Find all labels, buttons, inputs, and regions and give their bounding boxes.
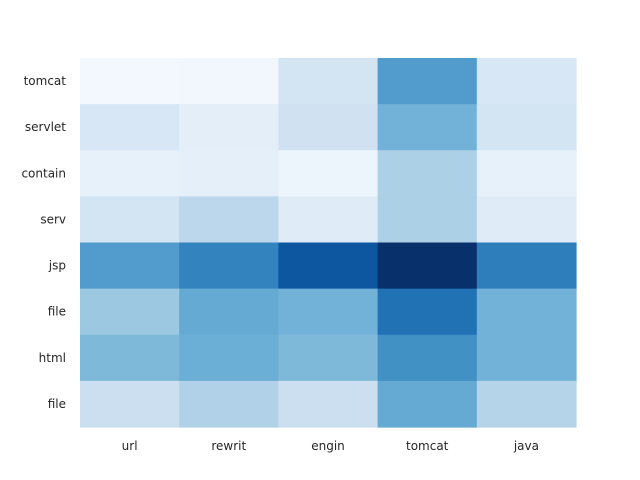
- heatmap-cell: [80, 58, 180, 105]
- heatmap-cell: [476, 288, 577, 336]
- heatmap-cell: [80, 104, 180, 151]
- heatmap-cell: [278, 150, 379, 197]
- heatmap-cell: [377, 150, 478, 197]
- y-tick-label: servlet: [25, 120, 66, 134]
- x-tick-label: tomcat: [406, 439, 449, 453]
- heatmap-cell: [278, 380, 379, 428]
- x-tick-label: java: [513, 439, 539, 453]
- heatmap-cell: [476, 334, 577, 382]
- heatmap-cell: [377, 334, 478, 382]
- heatmap-cell: [80, 196, 180, 244]
- heatmap-cell: [476, 196, 577, 244]
- y-tick-label: html: [39, 351, 66, 365]
- heatmap-cell: [179, 288, 279, 336]
- heatmap-cell: [179, 242, 279, 290]
- heatmap-cell: [377, 58, 478, 105]
- heatmap-cell: [476, 104, 577, 151]
- heatmap-cell: [80, 150, 180, 197]
- y-tick-label: file: [48, 305, 66, 319]
- x-tick-label: url: [122, 439, 138, 453]
- y-tick-label: contain: [21, 166, 66, 180]
- heatmap-cell: [80, 288, 180, 336]
- heatmap-cell: [278, 196, 379, 244]
- heatmap-cell: [377, 104, 478, 151]
- heatmap-cell: [80, 380, 180, 428]
- y-tick-label: tomcat: [24, 74, 67, 88]
- heatmap-cell: [179, 150, 279, 197]
- heatmap-cell: [278, 288, 379, 336]
- heatmap-cell: [179, 196, 279, 244]
- heatmap-cell: [80, 334, 180, 382]
- heatmap-cell: [377, 242, 478, 290]
- y-tick-label: jsp: [48, 259, 66, 273]
- heatmap-cell: [278, 58, 379, 105]
- heatmap-cell: [179, 334, 279, 382]
- heatmap-cell: [377, 288, 478, 336]
- heatmap-cell: [476, 58, 577, 105]
- x-axis-tick-labels: url rewrit engin tomcat java: [122, 439, 539, 453]
- x-tick-label: rewrit: [211, 439, 246, 453]
- heatmap-cell: [278, 242, 379, 290]
- heatmap-cell: [476, 380, 577, 428]
- heatmap-cell: [179, 58, 279, 105]
- heatmap-cells: [80, 58, 577, 428]
- heatmap-cell: [476, 242, 577, 290]
- y-tick-label: file: [48, 397, 66, 411]
- x-tick-label: engin: [311, 439, 345, 453]
- heatmap-cell: [179, 104, 279, 151]
- heatmap-cell: [377, 196, 478, 244]
- heatmap-cell: [80, 242, 180, 290]
- y-axis-tick-labels: tomcat servlet contain serv jsp file html file: [21, 74, 66, 411]
- heatmap-cell: [476, 150, 577, 197]
- heatmap-cell: [179, 380, 279, 428]
- heatmap-cell: [278, 104, 379, 151]
- heatmap-cell: [278, 334, 379, 382]
- y-tick-label: serv: [40, 212, 66, 226]
- heatmap-cell: [377, 380, 478, 428]
